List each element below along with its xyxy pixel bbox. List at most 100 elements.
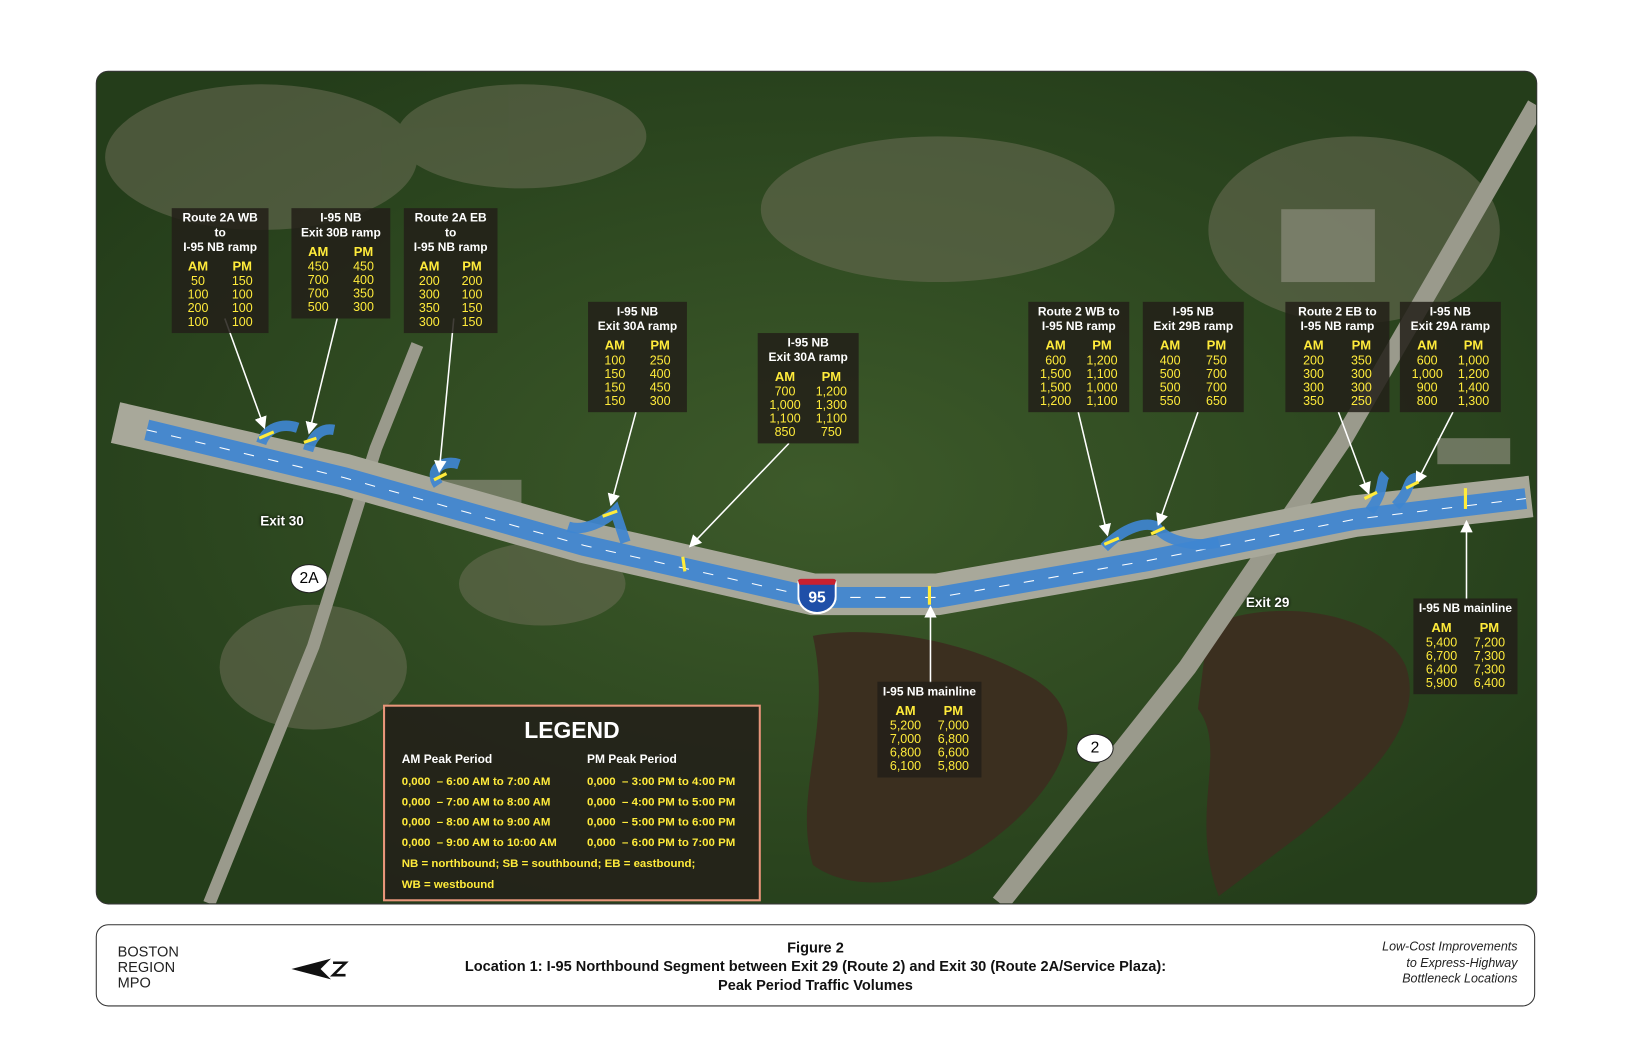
count-row: 1,000 1,300 [762, 397, 855, 413]
count-box: Route 2 EB to I-95 NB ramp AM PM 200 350 300 30… [1285, 301, 1390, 413]
count-value: 300 [1350, 366, 1372, 381]
count-row: 500 300 [296, 300, 387, 315]
count-box: I-95 NB mainline AM PM 5,400 7,200 6,700 7,300… [1413, 598, 1518, 695]
count-row: 6,100 5,800 [882, 759, 978, 774]
legend: LEGEND AM Peak Period PM Peak Period 0,000… [383, 704, 761, 902]
count-value: 1,200 [815, 384, 847, 399]
count-value: 150 [604, 366, 626, 381]
column-header: AM [1417, 338, 1438, 353]
header-row: AM PM [1147, 338, 1240, 354]
count-row: 550 650 [1147, 394, 1240, 408]
count-value: 900 [1416, 379, 1438, 395]
count-value: 300 [649, 393, 671, 408]
count-value: 350 [418, 300, 440, 316]
column-header: PM [943, 703, 964, 719]
count-row: 200 350 [1290, 352, 1386, 368]
count-row: 1,100 1,100 [762, 412, 855, 426]
count-value: 650 [1206, 393, 1227, 408]
count-row: 800 1,300 [1404, 394, 1497, 408]
org-line: MPO [117, 974, 151, 991]
count-value: 5,200 [889, 718, 922, 733]
count-row: 5,900 6,400 [1418, 675, 1514, 691]
column-header: PM [821, 369, 842, 385]
organization: BOSTON REGION MPO [117, 943, 179, 991]
count-value: 1,100 [769, 411, 801, 426]
count-row: 350 250 [1290, 394, 1386, 408]
count-box: I-95 NB Exit 29A ramp AM PM 600 1,000 1,000 1,2… [1399, 301, 1501, 413]
legend-column-header: AM Peak Period [401, 753, 493, 767]
count-row: 150 300 [592, 394, 683, 408]
count-box: I-95 NB Exit 30A ramp AM PM 100 250 150 400 150 4… [588, 301, 687, 413]
count-value: 6,600 [937, 745, 970, 760]
count-row: 500 700 [1147, 367, 1240, 381]
legend-row: 0,000 – 5:00 PM to 6:00 PM [587, 815, 736, 829]
count-value: 750 [1206, 352, 1227, 368]
count-value: 5,900 [1425, 675, 1458, 691]
count-row: 100 250 [592, 353, 683, 368]
footer: BOSTON REGION MPO Figure 2 Location 1: I-95… [95, 924, 1536, 1007]
count-row: 450 450 [296, 260, 387, 274]
map-graphics [96, 71, 1537, 904]
box-title: Exit 30B ramp [300, 226, 381, 240]
count-row: 7,000 6,800 [882, 731, 978, 747]
count-row: 300 300 [1290, 367, 1386, 381]
count-value: 7,000 [889, 731, 922, 747]
count-value: 700 [1206, 366, 1227, 381]
legend-row: 0,000 – 6:00 PM to 7:00 PM [587, 836, 736, 849]
caption-line: Location 1: I-95 Northbound Segment betw… [464, 957, 1167, 975]
count-value: 6,700 [1425, 648, 1458, 663]
count-value: 1,100 [815, 411, 847, 426]
box-title: Route 2 WB to [1037, 305, 1120, 319]
count-value: 100 [187, 287, 209, 302]
count-value: 300 [418, 287, 440, 302]
count-box: I-95 NB Exit 29B ramp AM PM 400 750 500 700 500 7… [1142, 301, 1244, 413]
count-value: 350 [1303, 393, 1324, 408]
legend-row: 0,000 – 4:00 PM to 5:00 PM [587, 795, 736, 809]
count-value: 150 [231, 273, 253, 289]
count-value: 6,800 [889, 745, 922, 760]
count-value: 700 [307, 286, 329, 301]
interstate-shield: 95 [797, 578, 837, 615]
route-shield: 2A [290, 564, 328, 594]
column-header: PM [353, 244, 374, 260]
caption-line: Peak Period Traffic Volumes [718, 976, 913, 993]
legend-row: 0,000 – 9:00 AM to 10:00 AM [401, 836, 557, 849]
column-header: AM [308, 244, 329, 260]
box-title: Exit 29B ramp [1153, 320, 1234, 334]
column-header: AM [1159, 338, 1181, 353]
box-title: Exit 29A ramp [1410, 320, 1491, 334]
header-row: AM PM [176, 259, 264, 275]
box-title: I-95 NB [616, 305, 659, 319]
header-row: AM PM [1290, 338, 1386, 354]
count-row: 600 1,200 [1032, 352, 1125, 368]
count-row: 6,700 7,300 [1418, 649, 1514, 663]
count-value: 7,200 [1473, 634, 1506, 650]
count-value: 400 [1159, 352, 1181, 368]
count-value: 1,300 [815, 397, 847, 413]
count-row: 1,000 1,200 [1404, 367, 1497, 381]
count-row: 600 1,000 [1404, 353, 1497, 368]
header-row: AM PM [592, 338, 683, 354]
count-value: 7,300 [1473, 661, 1506, 677]
box-title: I-95 NB [1429, 305, 1471, 319]
box-title: Exit 30A ramp [597, 320, 678, 334]
count-row: 150 450 [592, 380, 683, 395]
figure-caption: Figure 2 Location 1: I-95 Northbound Segm… [97, 938, 1534, 994]
count-value: 5,400 [1425, 634, 1458, 650]
exit-label: Exit 30 [260, 513, 304, 529]
count-value: 1,400 [1457, 379, 1490, 395]
count-value: 1,500 [1040, 366, 1072, 381]
count-value: 350 [353, 286, 374, 301]
count-value: 1,100 [1086, 366, 1118, 381]
count-row: 900 1,400 [1404, 379, 1497, 395]
count-value: 300 [1350, 379, 1372, 395]
count-value: 500 [1159, 366, 1181, 381]
count-value: 1,300 [1457, 393, 1490, 408]
count-value: 100 [231, 300, 253, 316]
count-value: 1,200 [1086, 352, 1118, 368]
header-row: AM PM [1418, 620, 1514, 636]
count-value: 200 [1303, 352, 1324, 368]
count-value: 100 [187, 314, 209, 329]
box-title: I-95 NB mainline [1418, 602, 1513, 616]
